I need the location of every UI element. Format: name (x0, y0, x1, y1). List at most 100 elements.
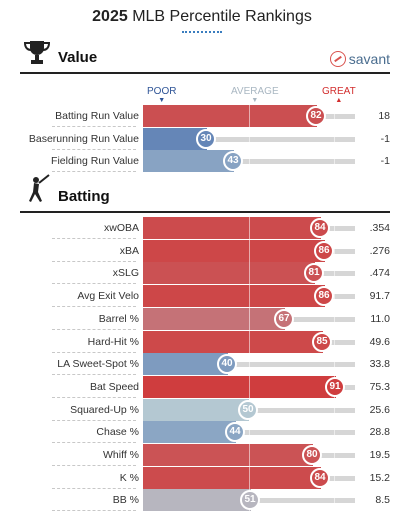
guide-line (333, 127, 335, 150)
metric-label: xSLG (112, 267, 139, 280)
percentile-bar (143, 375, 336, 398)
percentile-bar (143, 398, 249, 421)
metric-value: 28.8 (369, 426, 390, 439)
metric-label: Bat Speed (89, 380, 139, 393)
guide-line (249, 330, 250, 353)
guide-line (333, 353, 335, 376)
guide-line (333, 307, 335, 330)
metric-value: 18 (378, 110, 390, 122)
guide-line (333, 398, 335, 421)
metric-label: Hard-Hit % (87, 335, 139, 348)
row-divider (52, 374, 136, 376)
percentile-bar (143, 353, 228, 376)
scale-average: AVERAGE ▼ (231, 86, 279, 104)
table-row: K % 84 15.2 (0, 466, 404, 489)
metric-label: Barrel % (98, 312, 139, 325)
percentile-bar (143, 307, 285, 330)
savant-brand-label: savant (348, 51, 390, 67)
metric-value: 25.6 (369, 403, 390, 416)
metric-label: Whiff % (103, 449, 139, 461)
guide-line (333, 444, 335, 466)
table-row: Squared-Up % 50 25.6 (0, 398, 404, 421)
value-section-title: Value (58, 49, 98, 66)
percentile-circle: 85 (312, 331, 332, 352)
row-divider (52, 148, 136, 150)
guide-line (333, 262, 335, 285)
metric-value: 19.5 (369, 449, 390, 461)
metric-value: 49.6 (369, 335, 390, 348)
percentile-bar (143, 444, 313, 466)
metric-value: .276 (369, 244, 390, 257)
average-marker-icon: ▼ (251, 97, 259, 104)
metric-label: LA Sweet-Spot % (57, 358, 139, 371)
metric-value: 75.3 (369, 380, 390, 393)
metric-label: xBA (119, 244, 139, 257)
row-divider (52, 351, 136, 353)
page-title: 2025 MLB Percentile Rankings (0, 8, 404, 26)
guide-line (333, 150, 335, 172)
guide-line (249, 239, 250, 262)
percentile-bar (143, 127, 207, 150)
value-section-header: Value savant (20, 41, 390, 74)
percentile-bar (143, 105, 317, 127)
table-row: Avg Exit Velo 86 91.7 (0, 285, 404, 308)
title-year: 2025 (92, 8, 128, 25)
table-row: Fielding Run Value 43 -1 (0, 150, 404, 172)
scale-poor: POOR ▼ (147, 86, 176, 104)
batting-section-title: Batting (58, 188, 110, 205)
percentile-circle: 80 (302, 445, 322, 465)
guide-line (249, 421, 250, 444)
table-row: Batting Run Value 82 18 (0, 105, 404, 127)
percentile-circle: 86 (314, 286, 334, 307)
row-divider (52, 510, 136, 512)
percentile-bar (143, 150, 234, 172)
percentile-circle: 40 (217, 354, 237, 375)
guide-line (249, 375, 250, 398)
metric-value: 8.5 (375, 494, 390, 507)
metric-value: .474 (369, 267, 390, 280)
metric-label: K % (119, 471, 139, 484)
percentile-bar (143, 466, 321, 489)
metric-value: -1 (380, 132, 390, 145)
trophy-icon (22, 39, 52, 70)
table-row: BB % 51 8.5 (0, 489, 404, 512)
table-row: Whiff % 80 19.5 (0, 444, 404, 466)
guide-line (249, 307, 250, 330)
batting-section-header: Batting (20, 174, 390, 213)
metric-value: 11.0 (370, 312, 390, 325)
row-divider (52, 171, 136, 172)
metric-label: Chase % (96, 426, 139, 439)
table-row: Chase % 44 28.8 (0, 421, 404, 444)
guide-line (333, 285, 335, 308)
great-marker-icon: ▲ (335, 97, 343, 104)
metric-value: .354 (369, 222, 390, 234)
guide-line (249, 127, 250, 150)
row-divider (52, 465, 136, 466)
row-divider (52, 396, 136, 398)
metric-value: 15.2 (369, 471, 390, 484)
guide-line (249, 285, 250, 308)
percentile-bar (143, 239, 325, 262)
metric-label: Baserunning Run Value (28, 132, 139, 145)
savant-brand[interactable]: savant (329, 51, 390, 67)
metric-value: 33.8 (369, 358, 390, 371)
metric-label: Fielding Run Value (51, 155, 139, 167)
row-divider (52, 419, 136, 421)
table-row: Bat Speed 91 75.3 (0, 375, 404, 398)
poor-marker-icon: ▼ (158, 97, 166, 104)
scale-poor-label: POOR (147, 86, 177, 97)
metric-value: -1 (380, 155, 390, 167)
row-divider (52, 328, 136, 330)
guide-line (249, 353, 250, 376)
percentile-bar (143, 330, 323, 353)
percentile-bar (143, 489, 251, 512)
table-row: LA Sweet-Spot % 40 33.8 (0, 353, 404, 376)
guide-line (333, 239, 335, 262)
table-row: xwOBA 84 .354 (0, 217, 404, 239)
metric-label: Batting Run Value (55, 110, 139, 122)
table-row: xBA 86 .276 (0, 239, 404, 262)
guide-line (333, 489, 335, 512)
metric-label: BB % (112, 494, 139, 507)
guide-line (249, 444, 250, 466)
percentile-circle: 67 (274, 308, 294, 329)
